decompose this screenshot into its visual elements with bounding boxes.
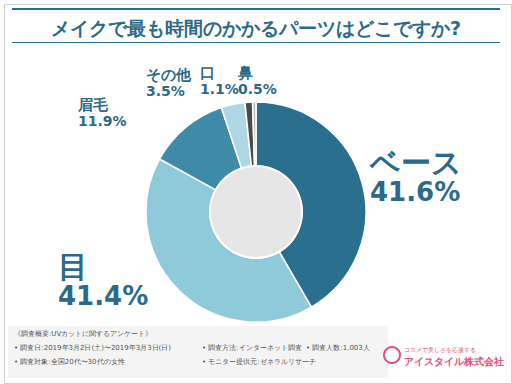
svg-text:• 調査日:2019年3月2日(土)〜2019年3月3日(日: • 調査日:2019年3月2日(土)〜2019年3月3日(日) [14, 344, 171, 352]
svg-text:メイクで最も時間のかかるパーツはどこですか?: メイクで最も時間のかかるパーツはどこですか? [51, 17, 461, 39]
svg-text:1.1%: 1.1% [200, 81, 239, 97]
svg-text:• モニター提供元:ゼネラルリサーチ: • モニター提供元:ゼネラルリサーチ [202, 358, 316, 366]
svg-text:41.6%: 41.6% [370, 177, 460, 207]
svg-text:ベース: ベース [369, 145, 462, 180]
svg-text:アイスタイル株式会社: アイスタイル株式会社 [404, 356, 504, 367]
svg-text:3.5%: 3.5% [146, 83, 185, 99]
svg-text:目: 目 [58, 249, 88, 284]
svg-text:《調査概要:UVカットに関するアンケート》: 《調査概要:UVカットに関するアンケート》 [14, 330, 152, 338]
svg-text:41.4%: 41.4% [58, 281, 148, 311]
svg-text:• 調査対象:全国20代〜30代の女性: • 調査対象:全国20代〜30代の女性 [14, 358, 125, 366]
svg-text:0.5%: 0.5% [238, 81, 277, 97]
svg-text:• 調査人数:1,003人: • 調査人数:1,003人 [306, 344, 370, 352]
svg-text:11.9%: 11.9% [78, 113, 127, 129]
svg-text:その他: その他 [146, 66, 192, 84]
svg-text:• 調査方法:インターネット調査: • 調査方法:インターネット調査 [202, 344, 302, 352]
svg-text:コスメで美しさを応援する: コスメで美しさを応援する [404, 346, 476, 354]
svg-text:眉毛: 眉毛 [77, 96, 109, 114]
svg-text:口: 口 [200, 64, 215, 82]
svg-text:鼻: 鼻 [237, 64, 253, 82]
